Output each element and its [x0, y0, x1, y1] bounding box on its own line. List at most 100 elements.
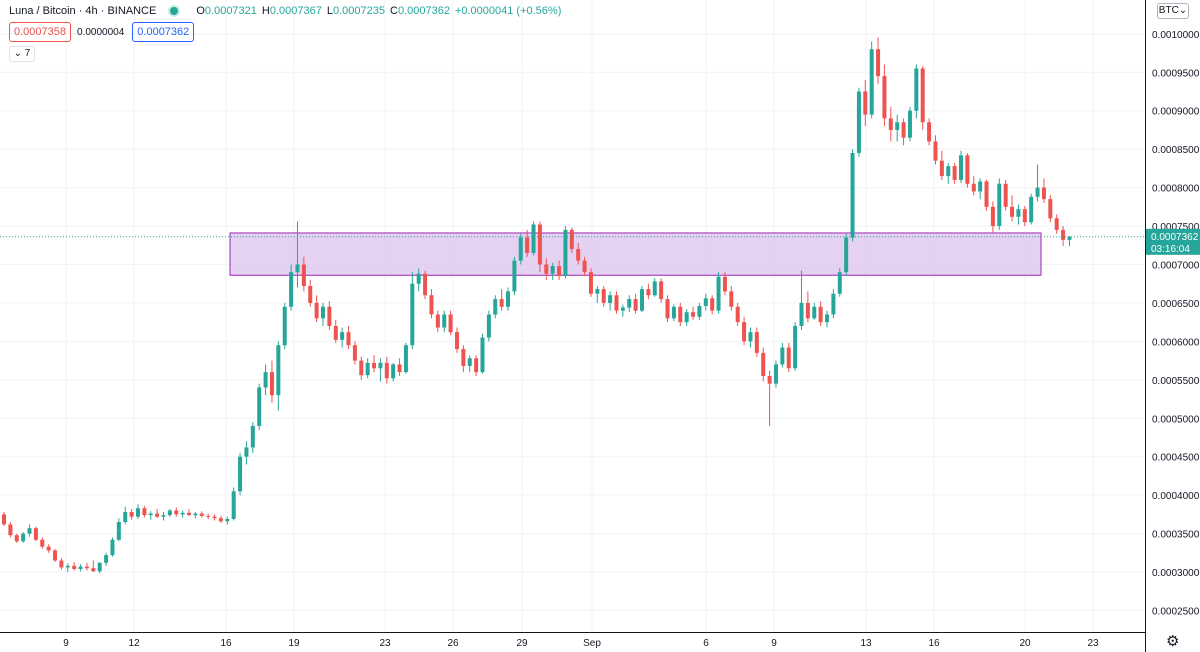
candle-body [142, 508, 147, 516]
candle-body [952, 166, 957, 180]
candle-body [805, 302, 810, 319]
change-value: +0.0000041 (+0.56%) [454, 5, 562, 17]
candle-body [104, 555, 109, 563]
candle-body [225, 518, 230, 522]
x-tick-label: 29 [516, 638, 528, 649]
candle-body [282, 306, 287, 346]
last-price-label: 0.0007362 [1151, 232, 1199, 243]
candle-body [314, 302, 319, 319]
collapse-legend-button[interactable]: ⌄ 7 [9, 46, 35, 62]
candle-body [697, 306, 702, 317]
low-label: L [326, 5, 333, 17]
candle-body [627, 299, 632, 308]
candle-body [837, 272, 842, 294]
candle-body [895, 122, 900, 130]
candle-body [1048, 199, 1053, 219]
chart-legend: Luna / Bitcoin · 4h · BINANCE O 0.0007321… [9, 5, 561, 17]
x-tick-label: 9 [63, 638, 69, 649]
candle-body [550, 266, 555, 274]
candle-body [365, 362, 370, 376]
high-label: H [261, 5, 270, 17]
candle-body [218, 518, 223, 522]
candle-body [46, 546, 51, 551]
market-status-icon [170, 7, 179, 15]
candle-body [914, 68, 919, 111]
candle-body [384, 362, 389, 379]
candle-body [997, 183, 1002, 227]
candle-body [480, 337, 485, 373]
buy-button[interactable]: 0.0007362 [132, 22, 195, 42]
currency-selector[interactable]: BTC⌄ [1157, 3, 1189, 19]
candle-body [327, 306, 332, 326]
candle-body [876, 49, 881, 77]
support-resistance-zone[interactable] [229, 232, 1042, 276]
candle-body [257, 387, 262, 426]
candle-body [161, 515, 166, 517]
candle-body [199, 513, 204, 516]
candle-body [59, 560, 64, 568]
candle-body [14, 535, 19, 542]
candle-body [27, 528, 32, 534]
candle-body [888, 118, 893, 130]
candle-body [448, 314, 453, 333]
candle-body [959, 155, 963, 180]
candle-body [289, 272, 294, 307]
candle-body [818, 306, 823, 323]
candle-body [710, 298, 715, 311]
sell-button[interactable]: 0.0007358 [9, 22, 71, 42]
candle-body [703, 298, 708, 307]
candle-body [563, 229, 568, 277]
candle-body [722, 276, 727, 292]
candle-body [129, 512, 134, 517]
candle-body [372, 362, 377, 369]
candle-body [882, 76, 887, 119]
candle-body [429, 295, 434, 315]
candle-body [927, 122, 932, 142]
y-tick-label: 0.0002500 [1152, 606, 1200, 617]
indicator-count: 7 [24, 48, 31, 59]
candle-body [869, 49, 874, 115]
candle-body [512, 260, 517, 292]
candle-body [474, 358, 479, 373]
candle-body [321, 306, 325, 319]
candle-body [990, 206, 995, 227]
candle-body [1067, 236, 1072, 240]
x-tick-label: 16 [220, 638, 232, 649]
candle-body [633, 299, 638, 311]
x-tick-label: 6 [703, 638, 709, 649]
grid-lines [0, 0, 1145, 632]
candle-body [588, 272, 593, 294]
gear-icon[interactable]: ⚙ [1166, 633, 1180, 650]
candle-body [920, 68, 925, 123]
candle-body [1016, 209, 1021, 217]
candle-body [1035, 187, 1040, 197]
candle-body [939, 160, 944, 177]
candle-body [825, 314, 830, 323]
candle-body [971, 183, 976, 192]
candle-body [359, 360, 364, 376]
low-value: 0.0007235 [332, 5, 385, 17]
zone-rectangle[interactable] [229, 232, 1042, 276]
candle-body [863, 91, 868, 115]
candle-body [742, 322, 747, 342]
symbol-title[interactable]: Luna / Bitcoin · 4h · BINANCE [9, 5, 157, 17]
candle-body [793, 325, 798, 369]
candle-body [569, 229, 574, 250]
candle-body [907, 110, 912, 138]
close-label: C [389, 5, 398, 17]
spread-value: 0.0000004 [77, 26, 125, 38]
candle-body [614, 295, 619, 311]
chevron-down-icon: ⌄ [13, 48, 23, 59]
candle-body [2, 514, 6, 525]
candle-body [391, 364, 396, 379]
y-tick-label: 0.0007000 [1152, 260, 1200, 271]
open-label: O [196, 5, 205, 17]
x-tick-label: 19 [288, 638, 300, 649]
candle-body [850, 153, 855, 238]
x-tick-label: 16 [928, 638, 940, 649]
candle-body [33, 528, 38, 540]
candle-body [761, 352, 766, 376]
y-tick-label: 0.0003500 [1152, 530, 1200, 541]
